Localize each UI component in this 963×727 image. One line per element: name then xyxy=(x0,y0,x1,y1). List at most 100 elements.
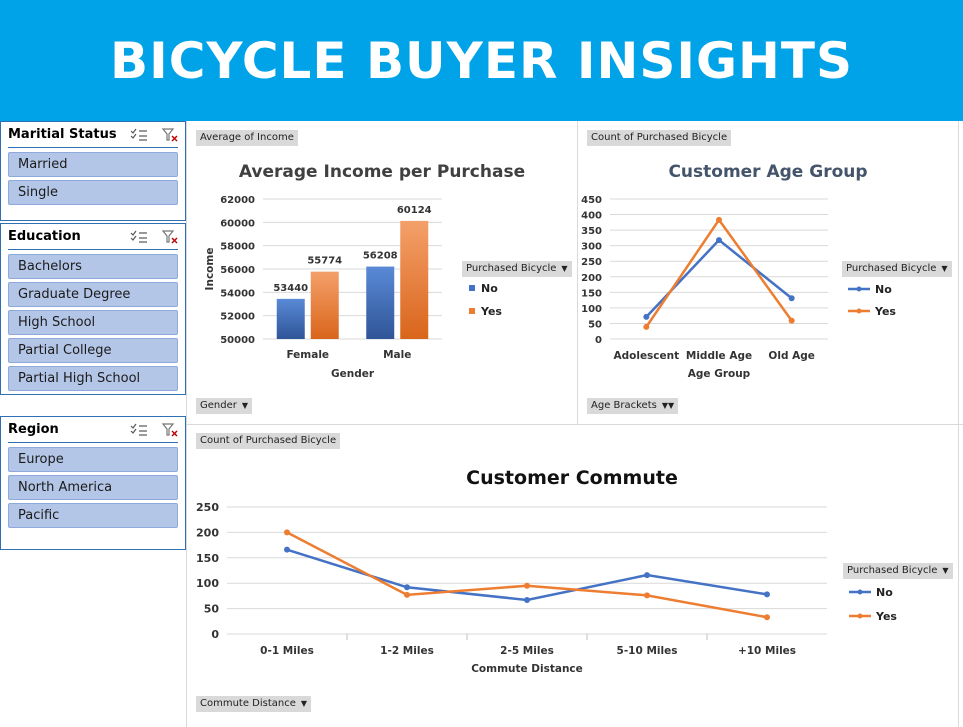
x-tick-label: +10 Miles xyxy=(738,645,796,657)
y-axis-label: Income xyxy=(204,248,216,291)
axis-field-button[interactable]: Commute Distance ▼ xyxy=(196,696,312,712)
data-point-yes xyxy=(764,614,770,621)
data-point-no xyxy=(644,572,650,579)
slicer-item-pacific[interactable]: Pacific xyxy=(8,503,178,528)
y-tick-label: 100 xyxy=(196,577,219,590)
chart-title: Customer Commute xyxy=(466,467,678,489)
clear-filter-icon[interactable] xyxy=(162,127,178,142)
legend-swatch xyxy=(469,308,475,314)
slicer-item-high-school[interactable]: High School xyxy=(8,310,178,335)
commute-line-chart: Customer Commute 0 50 100 150 200 250 0-1 Miles… xyxy=(196,467,897,675)
income-bar-chart: Average Income per Purchase 50000 52000 540… xyxy=(204,162,525,380)
slicer-item-single[interactable]: Single xyxy=(8,180,178,205)
filter-dropdown-icon: ▼▼ xyxy=(661,401,675,410)
legend-marker xyxy=(856,308,862,314)
slicer-item-partial-college[interactable]: Partial College xyxy=(8,338,178,363)
y-tick-label: 400 xyxy=(581,211,602,222)
slicer-items: Married Single xyxy=(1,148,185,212)
legend-field-button[interactable]: Purchased Bicycle ▼ xyxy=(462,261,572,277)
y-tick-label: 350 xyxy=(581,226,602,237)
chart-title: Customer Age Group xyxy=(668,162,867,182)
y-tick-label: 250 xyxy=(581,257,602,268)
axis-field-label: Age Brackets xyxy=(591,400,657,411)
y-tick-label: 300 xyxy=(581,242,602,253)
multi-select-icon[interactable] xyxy=(130,128,148,142)
dropdown-arrow-icon: ▼ xyxy=(941,264,948,273)
x-axis-label: Gender xyxy=(331,368,375,380)
data-label: 56208 xyxy=(363,251,398,262)
y-tick-label: 250 xyxy=(196,501,219,514)
axis-field-label: Gender xyxy=(200,400,237,411)
y-tick-label: 50000 xyxy=(220,335,255,346)
legend-swatch xyxy=(469,285,475,291)
slicer-header: Education xyxy=(8,224,178,250)
value-field-button[interactable]: Average of Income xyxy=(196,130,298,146)
age-line-chart: Customer Age Group 0 50 100 150 200 250 300 350 4… xyxy=(581,162,896,380)
y-tick-label: 54000 xyxy=(220,288,255,299)
clear-filter-icon[interactable] xyxy=(162,229,178,244)
legend-label: No xyxy=(875,283,892,296)
data-point-yes xyxy=(716,216,722,223)
chart-title: Average Income per Purchase xyxy=(239,162,525,182)
data-label: 53440 xyxy=(273,283,308,294)
axis-field-button[interactable]: Age Brackets ▼▼ xyxy=(587,398,679,414)
slicer-item-europe[interactable]: Europe xyxy=(8,447,178,472)
data-point-no xyxy=(404,584,410,591)
dropdown-arrow-icon: ▼ xyxy=(942,566,949,575)
legend-field-label: Purchased Bicycle xyxy=(466,263,557,274)
page-title: BICYCLE BUYER INSIGHTS xyxy=(110,31,853,90)
legend-field-label: Purchased Bicycle xyxy=(846,263,937,274)
slicer-item-partial-high-school[interactable]: Partial High School xyxy=(8,366,178,391)
x-tick-label: Old Age xyxy=(768,350,814,362)
data-point-no xyxy=(643,313,650,320)
y-tick-label: 62000 xyxy=(220,195,255,206)
multi-select-icon[interactable] xyxy=(130,230,148,244)
legend-field-label: Purchased Bicycle xyxy=(847,565,938,576)
legend-field-button[interactable]: Purchased Bicycle ▼ xyxy=(842,261,952,277)
clear-filter-icon[interactable] xyxy=(162,422,178,437)
data-point-yes xyxy=(404,591,410,598)
panel-divider xyxy=(186,424,963,425)
data-point-no xyxy=(716,237,722,244)
axis-field-button[interactable]: Gender ▼ xyxy=(196,398,253,414)
axis-field-label: Commute Distance xyxy=(200,698,296,709)
series-line-no xyxy=(286,548,768,602)
slicer-item-north-america[interactable]: North America xyxy=(8,475,178,500)
slicer-item-married[interactable]: Married xyxy=(8,152,178,177)
y-tick-label: 0 xyxy=(595,335,602,346)
bar-yes xyxy=(400,220,429,339)
slicer-icons xyxy=(130,127,178,142)
age-chart-panel: Customer Age Group 0 50 100 150 200 250 300 350 4… xyxy=(578,122,958,424)
bar-yes xyxy=(310,271,339,339)
slicer-header: Region xyxy=(8,417,178,443)
x-tick-label: Male xyxy=(383,349,411,361)
slicer-items: Europe North America Pacific xyxy=(1,443,185,535)
panel-divider xyxy=(958,121,959,727)
legend-label: No xyxy=(481,282,498,295)
slicer-header: Maritial Status xyxy=(8,122,178,148)
legend-label: No xyxy=(876,586,893,599)
slicer-title: Maritial Status xyxy=(8,127,117,142)
multi-select-icon[interactable] xyxy=(130,423,148,437)
y-tick-label: 200 xyxy=(196,526,219,539)
data-label: 55774 xyxy=(307,256,342,267)
series-line-yes xyxy=(286,531,768,619)
slicer-item-graduate-degree[interactable]: Graduate Degree xyxy=(8,282,178,307)
x-tick-label: Adolescent xyxy=(613,350,679,362)
commute-chart-panel: Customer Commute 0 50 100 150 200 250 0-1 Miles… xyxy=(187,425,958,727)
slicer-marital-status: Maritial Status Married Single xyxy=(0,121,186,221)
legend-marker xyxy=(856,286,862,292)
slicer-item-bachelors[interactable]: Bachelors xyxy=(8,254,178,279)
legend-marker xyxy=(857,613,863,619)
legend-field-button[interactable]: Purchased Bicycle ▼ xyxy=(843,563,953,579)
data-point-no xyxy=(788,295,795,302)
value-field-button[interactable]: Count of Purchased Bicycle xyxy=(587,130,732,146)
y-tick-label: 150 xyxy=(196,552,219,565)
data-point-yes xyxy=(643,323,650,330)
x-tick-label: Female xyxy=(286,349,329,361)
value-field-button[interactable]: Count of Purchased Bicycle xyxy=(196,433,341,449)
slicer-icons xyxy=(130,422,178,437)
y-tick-label: 150 xyxy=(581,288,602,299)
slicer-items: Bachelors Graduate Degree High School Pa… xyxy=(1,250,185,398)
income-chart-panel: Average Income per Purchase 50000 52000 540… xyxy=(187,122,577,424)
